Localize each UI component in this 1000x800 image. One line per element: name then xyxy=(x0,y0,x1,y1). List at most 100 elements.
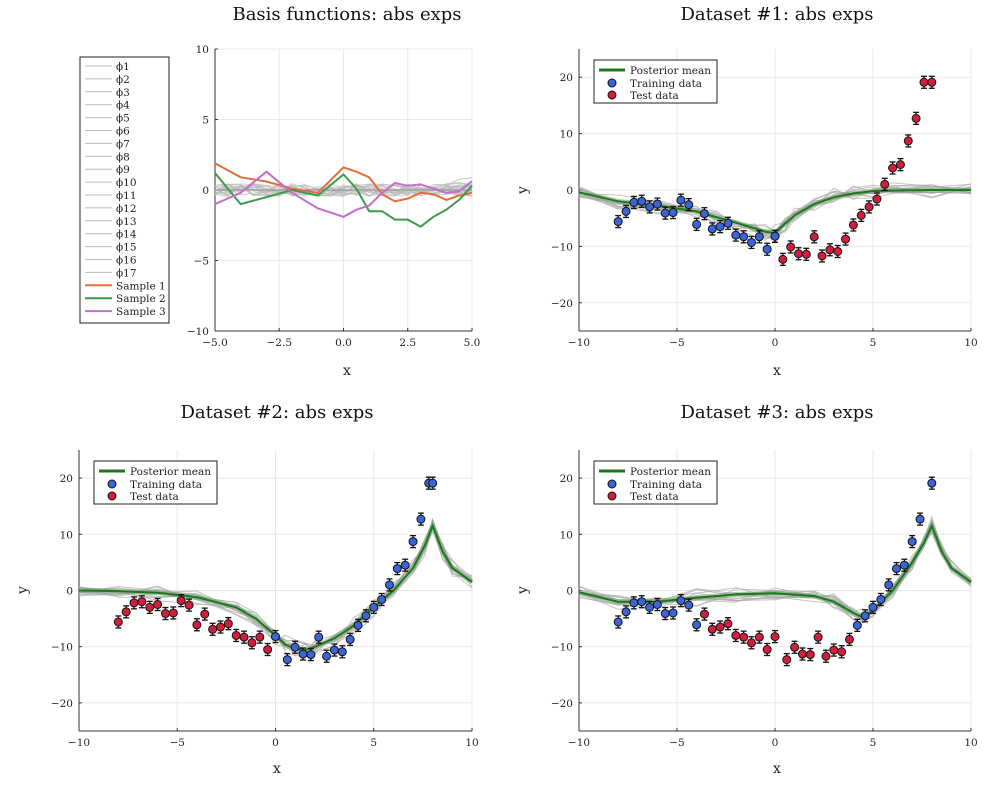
ds1-ytick-label: 20 xyxy=(560,72,573,84)
ds1-ytick-label: 10 xyxy=(560,129,573,141)
ds3-train-point xyxy=(852,620,862,630)
ds2-legend-label-mean: Posterior mean xyxy=(130,466,211,478)
legend-label-basis: ϕ17 xyxy=(116,267,137,279)
legend-label-basis: ϕ9 xyxy=(116,164,130,176)
ds1-train-point xyxy=(613,217,623,227)
ds1-test-point xyxy=(856,210,866,220)
ds2-xtick-label: 0 xyxy=(272,737,279,749)
ds2-train-point xyxy=(298,649,308,659)
ds3-train-point xyxy=(613,617,623,627)
ds3-legend-label-test: Test data xyxy=(630,491,679,503)
ds1-train-point xyxy=(692,219,702,229)
ds3-ytick-label: 10 xyxy=(560,529,573,541)
ds2-test-point xyxy=(215,622,225,632)
basis-sample-line xyxy=(214,162,473,203)
ds1-train-point xyxy=(668,208,678,218)
ds3-train-point xyxy=(692,620,702,630)
basis-xtick-label: −2.5 xyxy=(267,337,293,349)
basis-xtick-label: 5.0 xyxy=(464,337,481,349)
ds3-test-point xyxy=(746,638,756,648)
ds2-xtick-label: −10 xyxy=(68,737,90,749)
ds2-train-point xyxy=(306,650,316,660)
ds1-train-point xyxy=(723,218,733,228)
ds3-train-point xyxy=(899,560,909,570)
ds2-train-point xyxy=(361,611,371,621)
ds2-ytick-label: 10 xyxy=(60,529,73,541)
ds1-train-point xyxy=(629,197,639,207)
legend-label-sample: Sample 2 xyxy=(116,293,166,305)
basis-ytick-label: 10 xyxy=(196,44,209,56)
basis-ytick-label: −10 xyxy=(187,326,209,338)
ds2-test-point xyxy=(121,607,131,617)
ds3-xtick-label: 5 xyxy=(870,737,877,749)
ds1-train-point xyxy=(652,199,662,209)
ds3-ylabel: y xyxy=(515,586,531,595)
ds2-train-point xyxy=(384,580,394,590)
ds1-test-point xyxy=(919,77,929,87)
basis-ytick-label: −5 xyxy=(194,256,209,268)
ds1-test-point xyxy=(864,202,874,212)
ds3-test-point xyxy=(754,632,764,642)
legend-label-basis: ϕ12 xyxy=(116,203,137,215)
panel-dataset-3: Dataset #3: abs exps −10 −5 0 5 10 −20 −10 0 10 2… xyxy=(515,402,978,777)
ds2-train-point xyxy=(428,478,438,488)
panel-dataset-1: Dataset #1: abs exps −10 −5 0 5 10 −20 −10 0 10 2… xyxy=(515,4,978,379)
ds2-train-point xyxy=(314,632,324,642)
ds3-test-point xyxy=(715,622,725,632)
ds3-test-point xyxy=(829,645,839,655)
ds2-train-point xyxy=(408,537,418,547)
ds3-test-point xyxy=(739,632,749,642)
ds1-train-point xyxy=(621,206,631,216)
ds3-train-point xyxy=(684,600,694,610)
ds2-test-point xyxy=(153,600,163,610)
ds3-test-point xyxy=(844,634,854,644)
basis-xlabel: x xyxy=(343,363,351,379)
basis-legend: ϕ1ϕ2ϕ3ϕ4ϕ5ϕ6ϕ7ϕ8ϕ9ϕ10ϕ11ϕ12ϕ13ϕ14ϕ15ϕ16ϕ… xyxy=(79,56,170,324)
ds1-test-point xyxy=(888,163,898,173)
ds2-train-point xyxy=(392,564,402,574)
ds3-test-point xyxy=(770,632,780,642)
ds3-train-point xyxy=(915,514,925,524)
ds3-train-point xyxy=(884,580,894,590)
ds1-train-point xyxy=(731,230,741,240)
ds1-legend-swatch-train xyxy=(607,78,617,88)
basis-xtick-label: 2.5 xyxy=(399,337,416,349)
ds2-test-point xyxy=(208,624,218,634)
ds1-train-point xyxy=(699,209,709,219)
ds3-ytick-label: −10 xyxy=(551,642,573,654)
legend-label-sample: Sample 3 xyxy=(116,306,166,318)
ds2-posterior-mean-line xyxy=(78,523,473,652)
ds3-test-point xyxy=(731,630,741,640)
ds3-train-point xyxy=(876,594,886,604)
legend-label-basis: ϕ11 xyxy=(116,190,137,202)
ds1-test-point xyxy=(872,194,882,204)
ds2-test-point xyxy=(113,617,123,627)
ds1-train-point xyxy=(684,200,694,210)
ds3-test-point xyxy=(813,632,823,642)
basis-plot-area: −5.0 −2.5 0.0 2.5 5.0 −10 −5 0 5 10 xyxy=(187,44,481,349)
ds2-train-point xyxy=(416,514,426,524)
ds2-test-point xyxy=(176,596,186,606)
ds2-train-point xyxy=(271,632,280,642)
legend-label-basis: ϕ4 xyxy=(116,100,130,112)
ds2-test-point xyxy=(239,632,249,642)
ds3-test-point xyxy=(762,645,772,655)
ds2-test-point xyxy=(255,632,265,642)
ds1-ytick-label: −10 xyxy=(551,241,573,253)
basis-function-line xyxy=(214,184,473,197)
ds3-train-point xyxy=(927,478,937,488)
basis-xtick-label: −5.0 xyxy=(202,337,228,349)
ds1-xtick-label: 0 xyxy=(772,337,779,349)
ds3-train-point xyxy=(629,598,639,608)
ds2-train-point xyxy=(369,602,379,612)
ds2-train-point xyxy=(329,645,339,655)
ds1-train-point xyxy=(754,232,764,242)
ds1-train-point xyxy=(715,222,725,232)
ds3-train-point xyxy=(668,608,678,618)
basis-function-line xyxy=(214,183,473,197)
ds1-test-point xyxy=(903,136,913,146)
ds3-xtick-label: 0 xyxy=(772,737,779,749)
ds2-test-point xyxy=(192,620,202,630)
